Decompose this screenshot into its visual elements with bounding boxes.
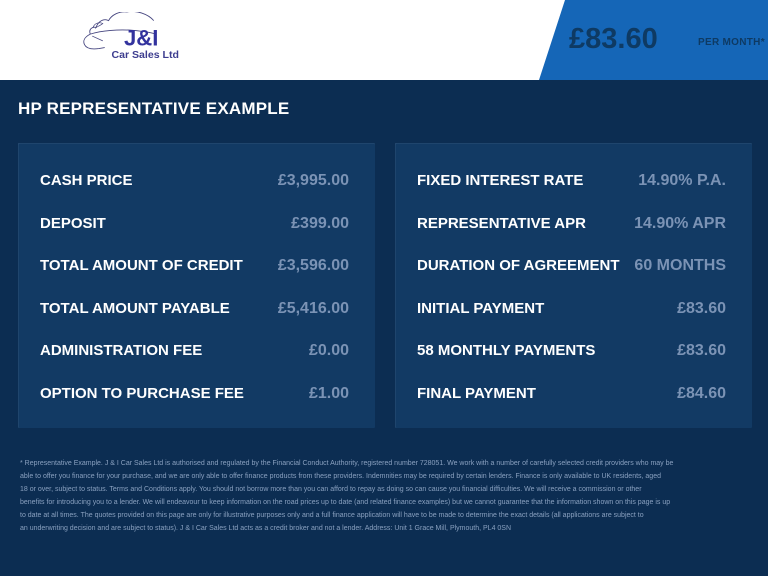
svg-text:Car Sales Ltd: Car Sales Ltd — [111, 49, 179, 61]
svg-text:J&I: J&I — [124, 26, 158, 51]
